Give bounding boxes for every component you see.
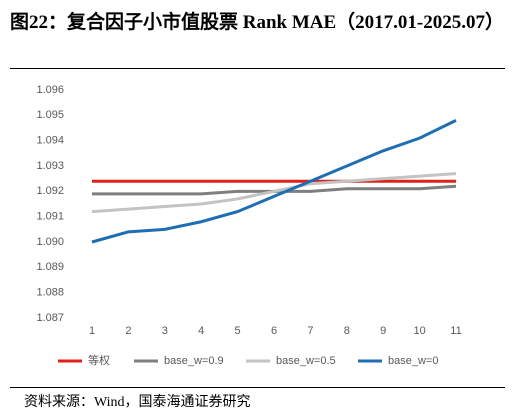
x-tick-label: 5: [235, 325, 241, 337]
y-tick-label: 1.092: [36, 185, 64, 197]
title: 图22：复合因子小市值股票 Rank MAE（2017.01-2025.07）: [10, 12, 505, 33]
y-tick-label: 1.091: [36, 211, 64, 223]
series-line: [91, 119, 457, 244]
series-line: [91, 172, 457, 214]
rule: [10, 387, 505, 388]
source: 资料来源：Wind，国泰海通证券研究: [24, 395, 251, 410]
x-tick-label: 6: [271, 325, 277, 337]
legend-label: 等权: [88, 353, 110, 367]
x-tick-label: 8: [344, 325, 350, 337]
y-tick-label: 1.090: [36, 236, 64, 248]
x-tick-label: 1: [89, 325, 95, 337]
x-tick-label: 3: [162, 325, 168, 337]
y-tick-label: 1.095: [36, 109, 64, 121]
y-tick-label: 1.087: [36, 312, 64, 324]
chart: 1.087 1.088 1.089 1.090 1.091 1.092 1.093 1.094…: [36, 84, 461, 367]
y-tick-label: 1.089: [36, 261, 64, 273]
x-tick-label: 4: [198, 325, 204, 337]
rule: [10, 68, 505, 69]
x-tick-label: 7: [307, 325, 313, 337]
legend-label: base_w=0: [388, 355, 438, 367]
x-tick-label: 11: [450, 325, 461, 337]
x-tick-label: 9: [380, 325, 386, 337]
x-tick-label: 10: [413, 325, 425, 337]
y-tick-label: 1.096: [36, 84, 64, 96]
x-tick-label: 2: [125, 325, 131, 337]
legend-label: base_w=0.5: [276, 355, 336, 367]
y-tick-label: 1.094: [36, 135, 64, 147]
legend-label: base_w=0.9: [164, 355, 224, 367]
y-tick-label: 1.093: [36, 160, 64, 172]
y-tick-label: 1.088: [36, 287, 64, 299]
